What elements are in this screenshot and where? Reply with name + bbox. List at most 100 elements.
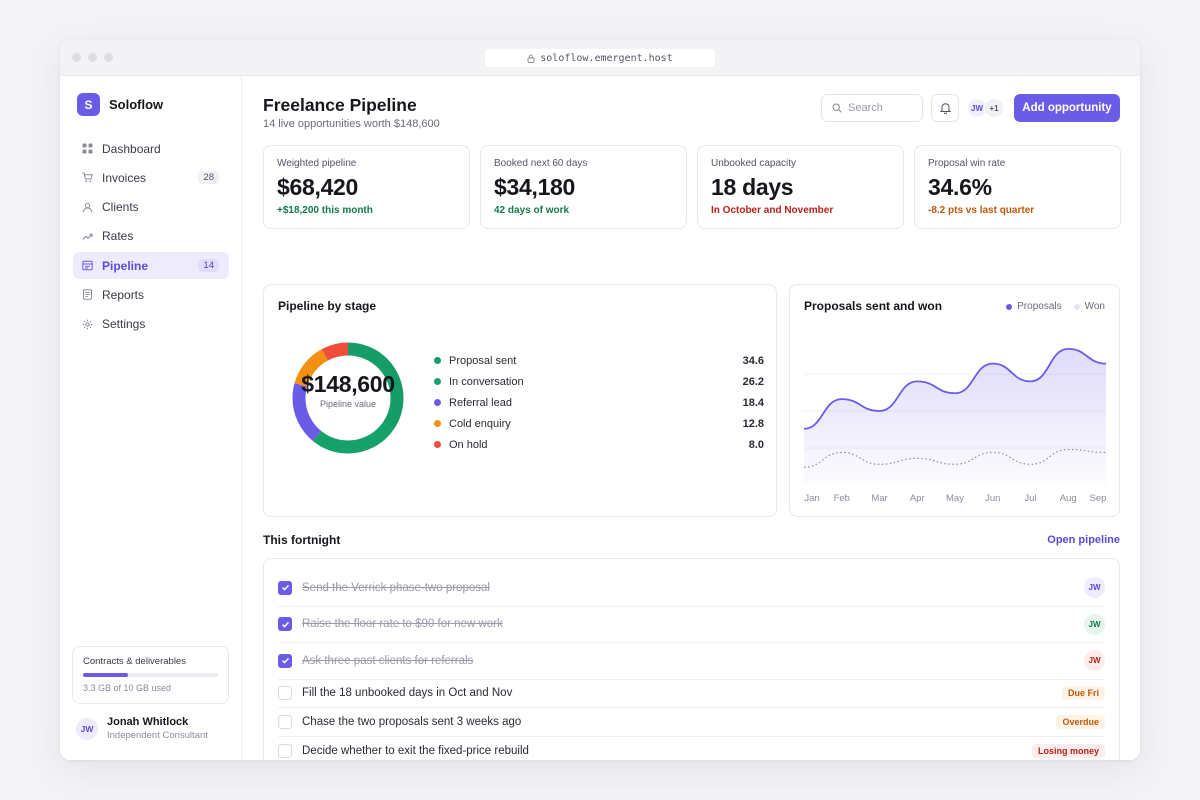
legend-item[interactable]: Proposal sent 34.6 [434,350,764,371]
donut-center-value: $148,600 [301,371,395,397]
task-checkbox[interactable] [278,686,292,701]
x-tick-label: May [946,493,964,504]
kpi-card: Weighted pipeline $68,420 +$18,200 this mo… [263,145,470,229]
sidebar-item-invoices[interactable]: Invoices 28 [73,164,229,191]
donut-slice-referral-lead [292,342,404,454]
legend-item[interactable]: On hold 8.0 [434,434,764,455]
donut-center: $148,600 Pipeline value [292,371,404,409]
collaborator-avatars[interactable]: JW +1 [967,98,1004,118]
x-tick-label: Jul [1024,493,1036,504]
task-item: Chase the two proposals sent 3 weeks ago… [278,708,1105,737]
nav-count-badge: 14 [198,259,219,273]
task-list: Send the Verrick phase-two proposal JW Rai… [263,558,1120,760]
legend-item[interactable]: Referral lead 18.4 [434,392,764,413]
sidebar-nav: Dashboard Invoices 28 Clients Rates Pipeline 1… [73,135,229,340]
task-text[interactable]: Fill the 18 unbooked days in Oct and Nov [302,687,513,700]
kpi-value: 18 days [711,174,794,200]
minimize-dot[interactable] [88,53,97,62]
kpi-value: $34,180 [494,174,576,200]
legend-label: Won [1084,301,1105,312]
gear-icon [82,319,93,330]
user-name: Jonah Whitlock [107,716,189,728]
task-text[interactable]: Send the Verrick phase-two proposal [302,581,490,594]
sidebar-item-dashboard[interactable]: Dashboard [73,135,229,162]
open-pipeline-link[interactable]: Open pipeline [1047,534,1120,546]
sidebar-item-label: Pipeline [102,258,149,273]
sidebar-item-pipeline[interactable]: Pipeline 14 [73,252,229,280]
maximize-dot[interactable] [104,53,113,62]
assignee-avatar[interactable]: JW [1084,650,1105,672]
assignee-avatar[interactable]: JW [1084,577,1105,599]
task-item: Ask three past clients for referrals JW [278,643,1105,680]
legend-item-proposals[interactable]: Proposals [1006,301,1062,312]
sidebar-item-label: Invoices [102,170,147,185]
task-checkbox[interactable] [278,715,292,730]
user-role: Independent Consultant [107,730,208,741]
browser-window: soloflow.emergent.host S Soloflow Dashbo… [60,40,1140,760]
x-tick-label: Feb [834,493,850,504]
kpi-label: Weighted pipeline [277,158,357,169]
sidebar-item-label: Rates [102,229,134,244]
check-icon [281,585,289,591]
storage-card[interactable]: Contracts & deliverables 3.3 GB of 10 GB… [72,646,229,704]
legend-item[interactable]: In conversation 26.2 [434,371,764,392]
brand[interactable]: S Soloflow [77,93,163,116]
document-icon [82,289,93,301]
legend-swatch [434,378,441,385]
pipeline-icon [82,260,93,271]
task-checkbox[interactable] [278,653,292,668]
series-area-proposals [804,348,1106,485]
status-badge: Overdue [1056,715,1105,730]
kpi-delta: In October and November [711,205,834,216]
page-subtitle: 14 live opportunities worth $148,600 [263,118,440,130]
legend-label: Referral lead [449,396,512,409]
storage-usage-text: 3.3 GB of 10 GB used [83,683,172,693]
chart-legend: Proposals Won [1006,301,1105,312]
sidebar-item-label: Reports [102,287,145,302]
sidebar-item-reports[interactable]: Reports [73,281,229,308]
kpi-delta: -8.2 pts vs last quarter [928,205,1035,216]
donut-chart [292,342,404,454]
task-text[interactable]: Ask three past clients for referrals [302,654,474,667]
x-tick-label: Jan [804,493,819,504]
donut-center-label: Pipeline value [319,399,377,409]
card-title: Pipeline by stage [278,299,377,313]
legend-value: 26.2 [742,375,764,388]
x-tick-label: Mar [871,493,887,504]
user-profile[interactable]: JW Jonah Whitlock Independent Consultant [76,716,208,741]
sidebar-item-settings[interactable]: Settings [73,311,229,338]
task-text[interactable]: Chase the two proposals sent 3 weeks ago [302,716,522,729]
notifications-button[interactable] [931,94,959,122]
task-checkbox[interactable] [278,580,292,595]
legend-swatch [434,357,441,364]
cart-icon [82,172,93,183]
task-text[interactable]: Raise the floor rate to $90 for new work [302,618,503,631]
storage-progress-fill [83,673,128,677]
search-box[interactable] [821,94,923,122]
sidebar-item-clients[interactable]: Clients [73,194,229,221]
legend-label: On hold [449,438,488,451]
brand-name: Soloflow [109,97,164,112]
proposals-chart-card: Proposals sent and won Proposals Won Jan… [789,284,1120,517]
task-item: Raise the floor rate to $90 for new work… [278,607,1105,643]
task-item: Send the Verrick phase-two proposal JW [278,570,1105,607]
add-opportunity-button[interactable]: Add opportunity [1014,94,1120,122]
legend-label: In conversation [449,375,524,388]
task-text[interactable]: Decide whether to exit the fixed-price r… [302,745,529,758]
legend-item-won[interactable]: Won [1073,301,1105,312]
task-checkbox[interactable] [278,617,292,632]
sidebar-item-rates[interactable]: Rates [73,223,229,250]
check-icon [281,621,289,628]
task-checkbox[interactable] [278,744,292,759]
donut-slice-on-hold [292,342,404,454]
close-dot[interactable] [72,53,81,62]
assignee-avatar[interactable]: JW [1084,613,1105,635]
brand-logo: S [77,93,100,116]
main-content: Freelance Pipeline 14 live opportunities… [243,76,1140,760]
search-input[interactable] [848,102,918,114]
legend-value: 34.6 [742,354,764,367]
address-bar[interactable]: soloflow.emergent.host [485,49,715,67]
kpi-delta: +$18,200 this month [277,205,373,216]
bell-icon [939,103,951,114]
legend-item[interactable]: Cold enquiry 12.8 [434,413,764,434]
